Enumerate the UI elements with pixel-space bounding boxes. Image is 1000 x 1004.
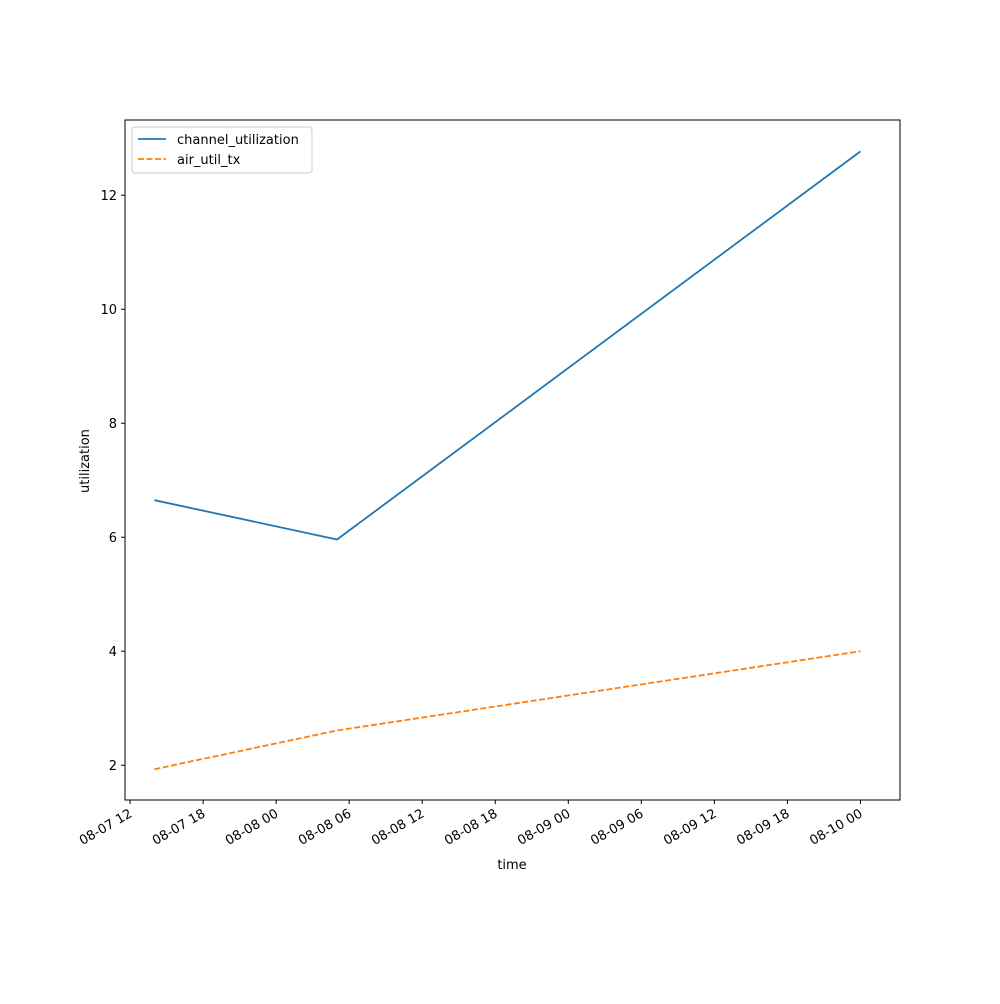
y-tick-label: 4 [109, 645, 117, 660]
x-axis-label: time [497, 858, 526, 873]
y-tick-label: 8 [109, 417, 117, 432]
legend: channel_utilization air_util_tx [131, 126, 313, 174]
line [154, 650, 861, 771]
line [154, 150, 861, 541]
y-axis-label: utilization [78, 429, 93, 493]
legend-label: air_util_tx [177, 153, 241, 168]
y-tick-label: 10 [100, 303, 117, 318]
y-tick-label: 6 [109, 531, 117, 546]
y-tick-label: 2 [109, 759, 117, 774]
plot-frame [124, 119, 901, 801]
legend-label: channel_utilization [177, 133, 299, 148]
legend-frame [131, 126, 313, 174]
y-tick-label: 12 [100, 189, 117, 204]
